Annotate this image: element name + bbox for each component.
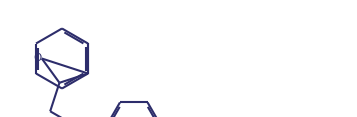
Text: O: O xyxy=(34,53,42,64)
